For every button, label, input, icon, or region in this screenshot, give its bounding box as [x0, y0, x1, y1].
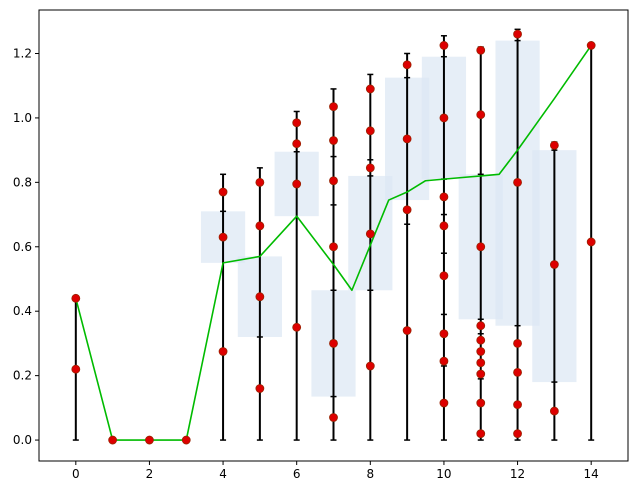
data-point	[292, 118, 302, 128]
data-point	[476, 242, 486, 252]
data-point	[439, 398, 449, 408]
data-point	[329, 339, 338, 348]
line-layer	[75, 44, 592, 441]
y-tick-label: 0.8	[13, 175, 32, 189]
data-point	[549, 260, 559, 269]
data-point	[549, 406, 559, 416]
data-point	[439, 113, 449, 123]
data-point	[71, 293, 81, 303]
data-point	[476, 335, 486, 345]
data-point	[513, 368, 522, 377]
data-point	[402, 60, 412, 70]
x-tick-label: 12	[510, 467, 525, 480]
data-point	[439, 329, 449, 339]
data-point	[476, 398, 486, 408]
data-point	[218, 187, 228, 197]
x-tick-label: 10	[436, 467, 451, 480]
y-tick-label: 0.6	[13, 240, 32, 254]
data-point	[476, 45, 486, 55]
x-axis: 0 2 4 6 8 10 12 14	[72, 461, 599, 480]
data-point	[365, 126, 375, 136]
data-point	[439, 271, 449, 281]
y-axis: 0.0 0.2 0.4 0.6 0.8 1.0 1.2	[13, 46, 39, 447]
data-point	[255, 292, 265, 302]
data-point	[145, 435, 154, 445]
y-tick-label: 0.0	[13, 433, 32, 447]
y-tick-label: 1.2	[13, 46, 32, 60]
x-tick-label: 2	[146, 467, 154, 480]
x-tick-label: 6	[293, 467, 301, 480]
data-point	[365, 84, 375, 94]
data-point	[255, 384, 265, 393]
data-point	[292, 322, 302, 332]
data-point	[476, 347, 486, 356]
data-point	[439, 192, 449, 202]
data-point	[476, 358, 486, 368]
x-tick-label: 0	[72, 467, 80, 480]
data-point	[365, 163, 375, 173]
point-layer	[71, 29, 596, 445]
data-point	[513, 429, 522, 439]
data-point	[586, 41, 596, 50]
data-point	[108, 435, 118, 445]
data-point	[439, 356, 449, 366]
data-point	[513, 339, 522, 348]
data-point	[476, 321, 486, 331]
x-tick-label: 8	[366, 467, 374, 480]
y-tick-label: 0.4	[13, 304, 32, 318]
x-tick-label: 14	[584, 467, 599, 480]
data-point	[365, 361, 375, 371]
data-point	[329, 136, 338, 145]
y-tick-label: 0.2	[13, 369, 32, 383]
data-point	[255, 221, 265, 231]
data-point	[402, 326, 412, 335]
data-point	[255, 177, 265, 187]
data-point	[329, 242, 338, 252]
x-tick-label: 4	[219, 467, 227, 480]
plot-area-frame	[38, 9, 629, 462]
data-point	[513, 400, 522, 410]
data-point	[586, 237, 596, 247]
data-point	[476, 110, 486, 120]
data-point	[365, 229, 375, 239]
data-point	[513, 29, 522, 39]
data-point	[292, 139, 302, 149]
data-point	[476, 369, 486, 379]
data-point	[71, 364, 81, 374]
data-point	[292, 179, 302, 189]
data-point	[329, 102, 338, 112]
data-point	[402, 134, 412, 144]
data-point	[439, 221, 449, 231]
series-line	[75, 44, 592, 441]
data-point	[329, 413, 338, 422]
data-point	[181, 435, 191, 445]
data-point	[329, 176, 338, 186]
data-point	[476, 429, 486, 439]
y-tick-label: 1.0	[13, 111, 32, 125]
data-point	[218, 232, 228, 242]
data-point	[218, 347, 228, 356]
data-point	[402, 205, 412, 215]
data-point	[439, 41, 449, 50]
data-point	[513, 177, 522, 187]
data-point	[549, 140, 559, 150]
